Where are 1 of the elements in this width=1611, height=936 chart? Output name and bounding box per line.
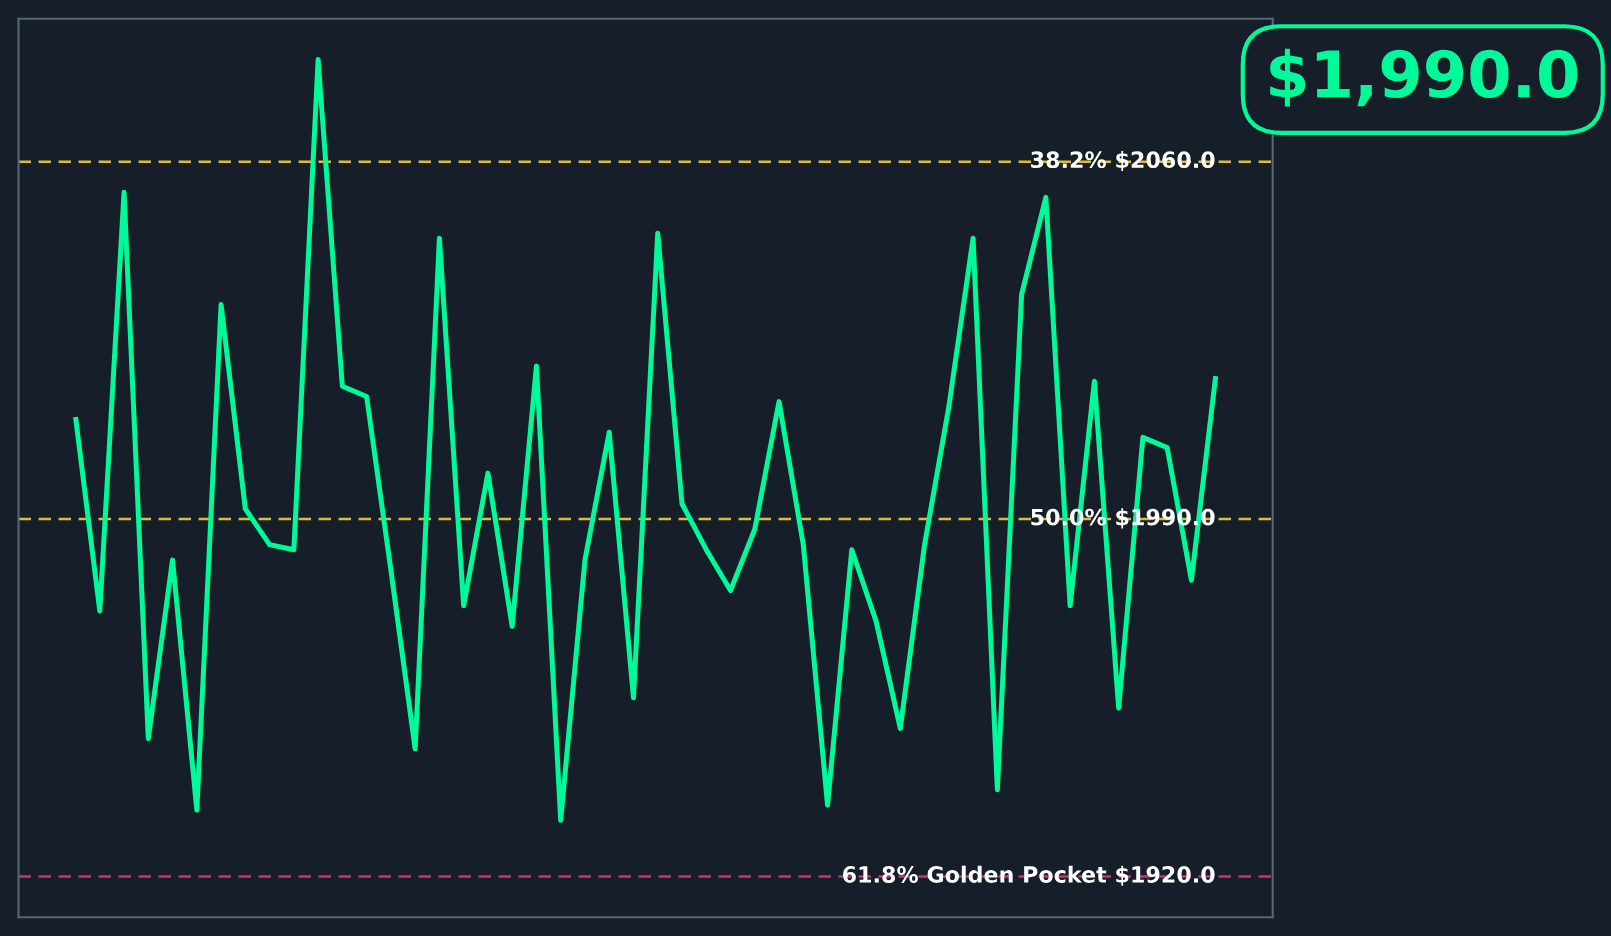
text: $1,990.0 — [1270, 48, 1578, 107]
